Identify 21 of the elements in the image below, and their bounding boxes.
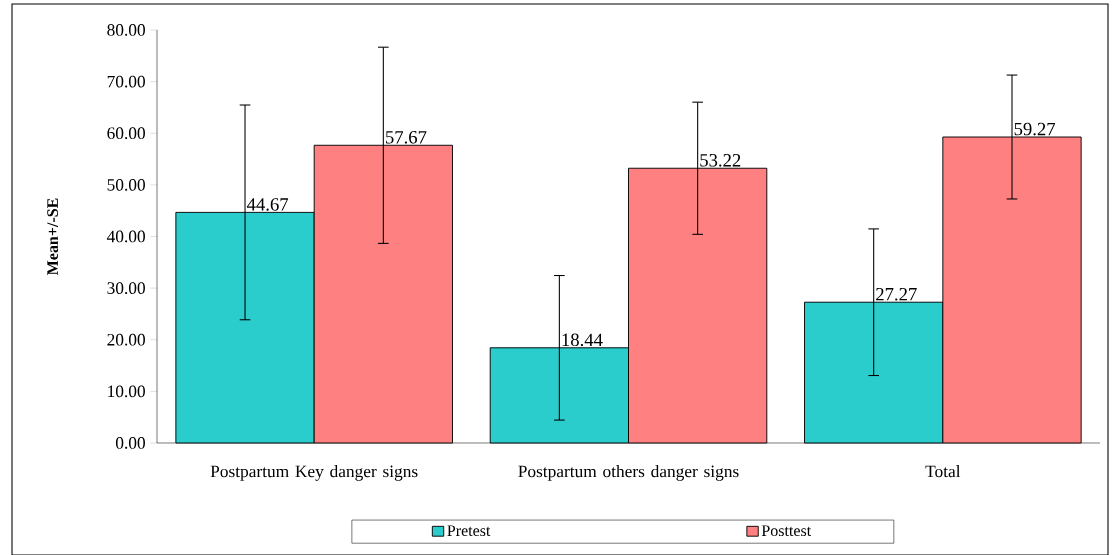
x-tick-label: Postpartum others danger signs xyxy=(518,465,739,481)
x-tick-label: Postpartum Key danger signs xyxy=(210,465,418,481)
y-tick-label: 20.00 xyxy=(107,333,145,346)
y-tick-label: 60.00 xyxy=(107,127,145,140)
y-tick-label: 0.00 xyxy=(115,437,145,449)
legend-label: Pretest xyxy=(447,525,491,537)
y-axis-title: Mean+/-SE xyxy=(47,198,58,275)
y-tick-label: 10.00 xyxy=(108,385,145,398)
y-tick-label: 80.00 xyxy=(107,24,145,36)
y-tick-label: 70.00 xyxy=(107,75,145,88)
x-tick-label: Total xyxy=(925,465,961,478)
data-label: 53.22 xyxy=(700,154,741,167)
y-tick-label: 50.00 xyxy=(107,178,145,191)
y-tick-label: 40.00 xyxy=(106,230,145,243)
y-tick-label: 30.00 xyxy=(107,282,145,295)
data-label: 59.27 xyxy=(1014,122,1056,136)
legend-label: Posttest xyxy=(761,525,812,537)
data-label: 18.44 xyxy=(562,333,603,347)
data-label: 44.67 xyxy=(246,198,289,211)
data-label: 57.67 xyxy=(386,131,427,144)
data-label: 27.27 xyxy=(876,287,917,301)
